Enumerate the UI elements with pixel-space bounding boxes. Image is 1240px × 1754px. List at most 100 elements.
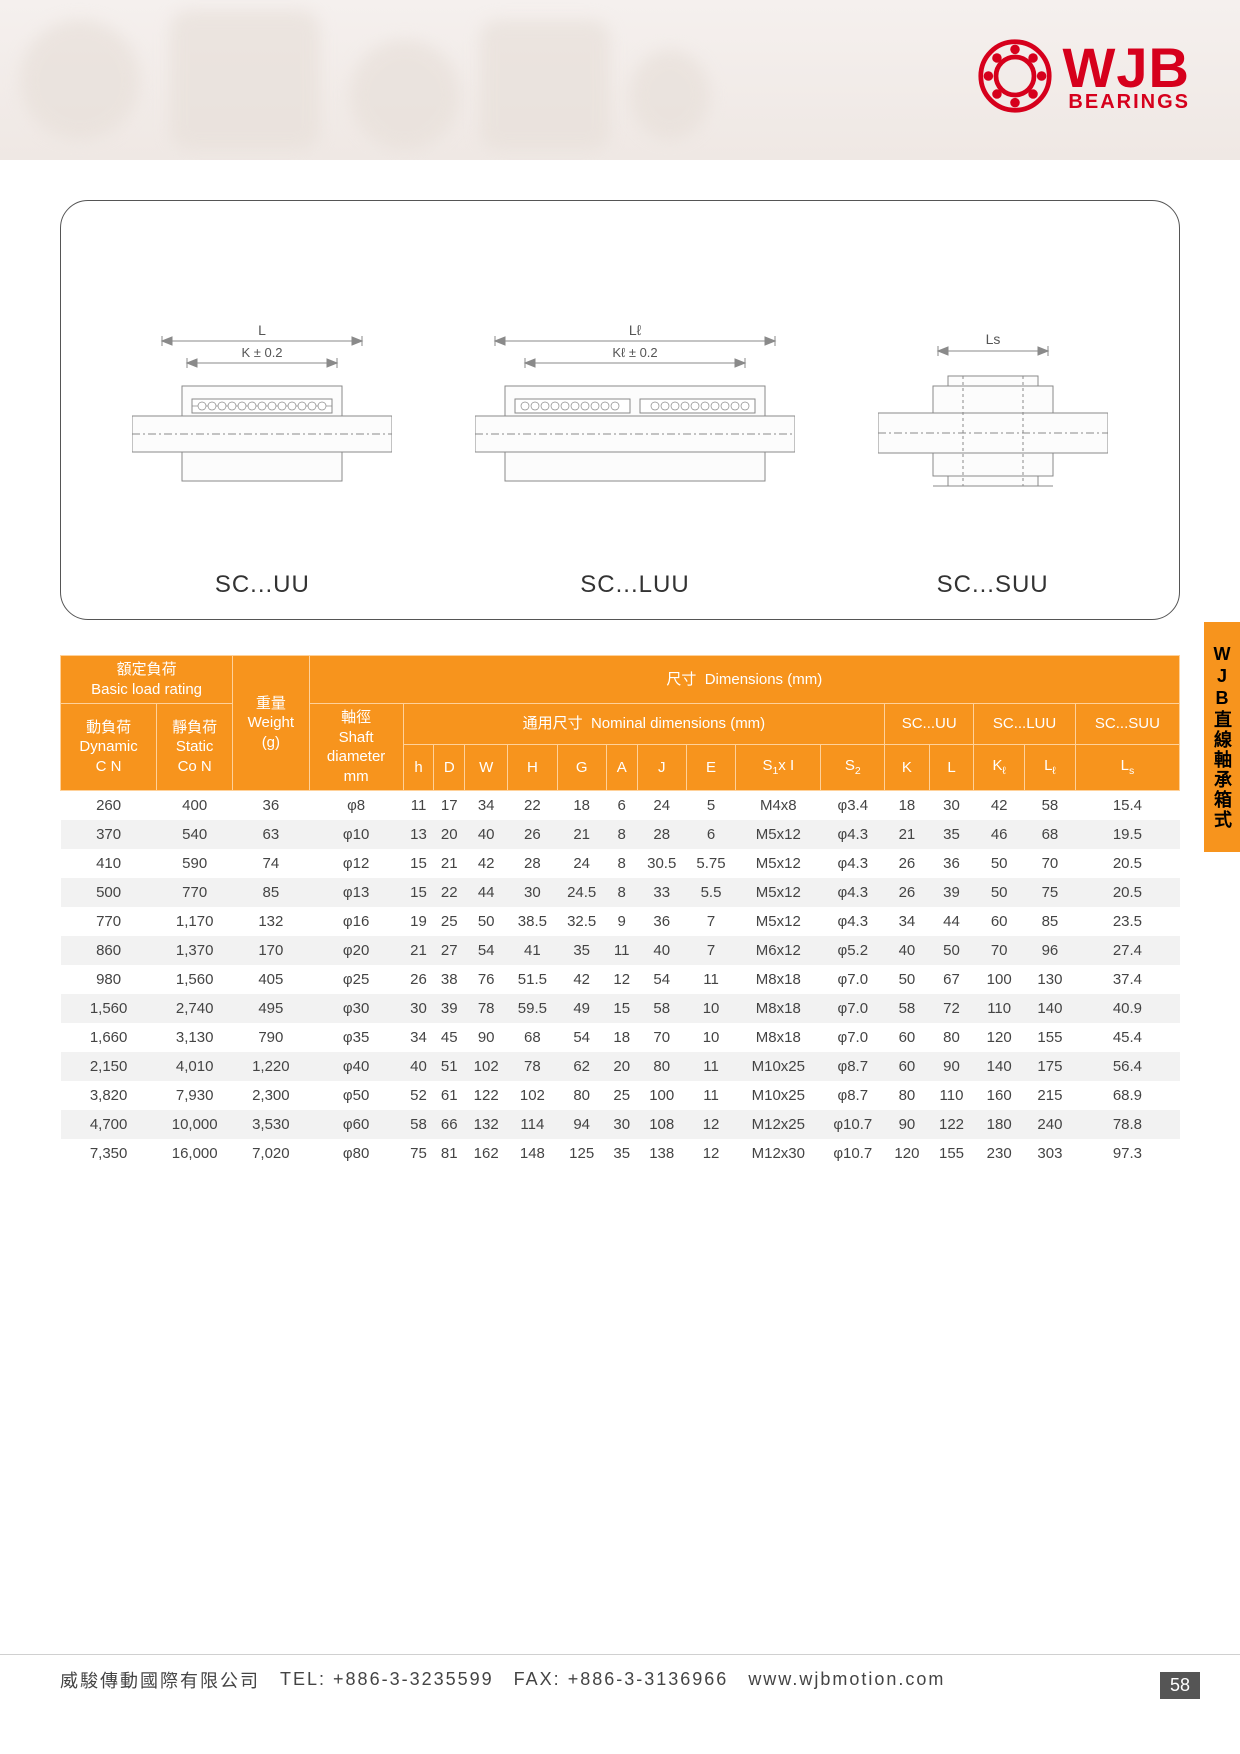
th-col: L <box>929 745 974 791</box>
table-cell: 38.5 <box>508 907 557 936</box>
table-cell: 40 <box>885 936 930 965</box>
footer-web: www.wjbmotion.com <box>748 1669 945 1690</box>
table-cell: 97.3 <box>1075 1139 1179 1168</box>
table-cell: M4x8 <box>736 791 821 821</box>
table-cell: 68 <box>1025 820 1076 849</box>
table-cell: 60 <box>974 907 1025 936</box>
table-cell: 54 <box>465 936 508 965</box>
table-cell: 11 <box>686 1081 735 1110</box>
table-cell: M12x30 <box>736 1139 821 1168</box>
table-cell: φ4.3 <box>821 820 885 849</box>
diagram-sc-uu: L K ± 0.2 <box>132 321 392 599</box>
table-cell: 22 <box>508 791 557 821</box>
table-row: 7,35016,0007,020φ8075811621481253513812M… <box>61 1139 1180 1168</box>
table-cell: 61 <box>434 1081 465 1110</box>
table-cell: φ40 <box>309 1052 403 1081</box>
table-cell: 18 <box>885 791 930 821</box>
diagram-label: SC...LUU <box>580 571 689 599</box>
table-cell: 114 <box>508 1110 557 1139</box>
table-cell: 7 <box>686 907 735 936</box>
table-cell: 110 <box>929 1081 974 1110</box>
table-cell: 22 <box>434 878 465 907</box>
table-cell: 4,010 <box>157 1052 233 1081</box>
table-cell: 11 <box>606 936 637 965</box>
th-col: Kℓ <box>974 745 1025 791</box>
table-cell: 58 <box>885 994 930 1023</box>
table-cell: 3,130 <box>157 1023 233 1052</box>
table-cell: 40 <box>465 820 508 849</box>
table-cell: M8x18 <box>736 965 821 994</box>
table-cell: φ10 <box>309 820 403 849</box>
table-cell: 11 <box>686 1052 735 1081</box>
table-cell: 36 <box>929 849 974 878</box>
table-cell: φ13 <box>309 878 403 907</box>
table-cell: 21 <box>403 936 434 965</box>
table-cell: φ50 <box>309 1081 403 1110</box>
table-cell: 60 <box>885 1052 930 1081</box>
th-scsuu: SC...SUU <box>1075 704 1179 745</box>
table-row: 50077085φ131522443024.58335.5M5x12φ4.326… <box>61 878 1180 907</box>
table-cell: φ5.2 <box>821 936 885 965</box>
table-cell: 35 <box>929 820 974 849</box>
table-cell: 370 <box>61 820 157 849</box>
th-col: S1x I <box>736 745 821 791</box>
table-cell: 18 <box>606 1023 637 1052</box>
header-blur-shape <box>480 20 610 150</box>
table-cell: 50 <box>974 849 1025 878</box>
table-row: 2,1504,0101,220φ4040511027862208011M10x2… <box>61 1052 1180 1081</box>
table-cell: 39 <box>434 994 465 1023</box>
table-cell: 17 <box>434 791 465 821</box>
table-row: 8601,370170φ20212754413511407M6x12φ5.240… <box>61 936 1180 965</box>
table-cell: 50 <box>885 965 930 994</box>
table-cell: 15 <box>403 849 434 878</box>
table-cell: 80 <box>557 1081 606 1110</box>
table-cell: 122 <box>465 1081 508 1110</box>
table-cell: 400 <box>157 791 233 821</box>
table-cell: φ10.7 <box>821 1110 885 1139</box>
table-cell: 44 <box>929 907 974 936</box>
diagram-sc-luu: Lℓ Kℓ ± 0.2 <box>475 321 795 599</box>
table-cell: 58 <box>1025 791 1076 821</box>
table-cell: φ3.4 <box>821 791 885 821</box>
brand-logo: WJB BEARINGS <box>977 38 1190 114</box>
table-cell: 155 <box>929 1139 974 1168</box>
table-cell: 21 <box>434 849 465 878</box>
table-cell: 155 <box>1025 1023 1076 1052</box>
table-cell: 45 <box>434 1023 465 1052</box>
table-cell: 120 <box>974 1023 1025 1052</box>
table-cell: 12 <box>686 1110 735 1139</box>
table-cell: M5x12 <box>736 849 821 878</box>
table-cell: 80 <box>885 1081 930 1110</box>
table-cell: 33 <box>637 878 686 907</box>
diagram-sc-suu: Ls SC...SUU <box>878 321 1108 599</box>
table-cell: 40 <box>403 1052 434 1081</box>
table-cell: 85 <box>1025 907 1076 936</box>
table-cell: φ7.0 <box>821 994 885 1023</box>
table-cell: 100 <box>637 1081 686 1110</box>
table-cell: 56.4 <box>1075 1052 1179 1081</box>
table-cell: 12 <box>606 965 637 994</box>
table-cell: 81 <box>434 1139 465 1168</box>
table-cell: 90 <box>465 1023 508 1052</box>
th-col: H <box>508 745 557 791</box>
table-cell: 132 <box>233 907 309 936</box>
table-cell: M8x18 <box>736 1023 821 1052</box>
table-cell: 25 <box>606 1081 637 1110</box>
table-cell: 18 <box>557 791 606 821</box>
table-cell: 790 <box>233 1023 309 1052</box>
header-blur-shape <box>170 10 320 150</box>
table-cell: 24.5 <box>557 878 606 907</box>
table-cell: 26 <box>403 965 434 994</box>
table-cell: M8x18 <box>736 994 821 1023</box>
table-cell: 80 <box>637 1052 686 1081</box>
table-cell: 36 <box>637 907 686 936</box>
table-cell: 303 <box>1025 1139 1076 1168</box>
table-cell: 23.5 <box>1075 907 1179 936</box>
table-cell: 66 <box>434 1110 465 1139</box>
table-cell: 59.5 <box>508 994 557 1023</box>
table-cell: 108 <box>637 1110 686 1139</box>
table-cell: 70 <box>1025 849 1076 878</box>
table-cell: 410 <box>61 849 157 878</box>
table-cell: 58 <box>637 994 686 1023</box>
table-cell: 50 <box>974 878 1025 907</box>
